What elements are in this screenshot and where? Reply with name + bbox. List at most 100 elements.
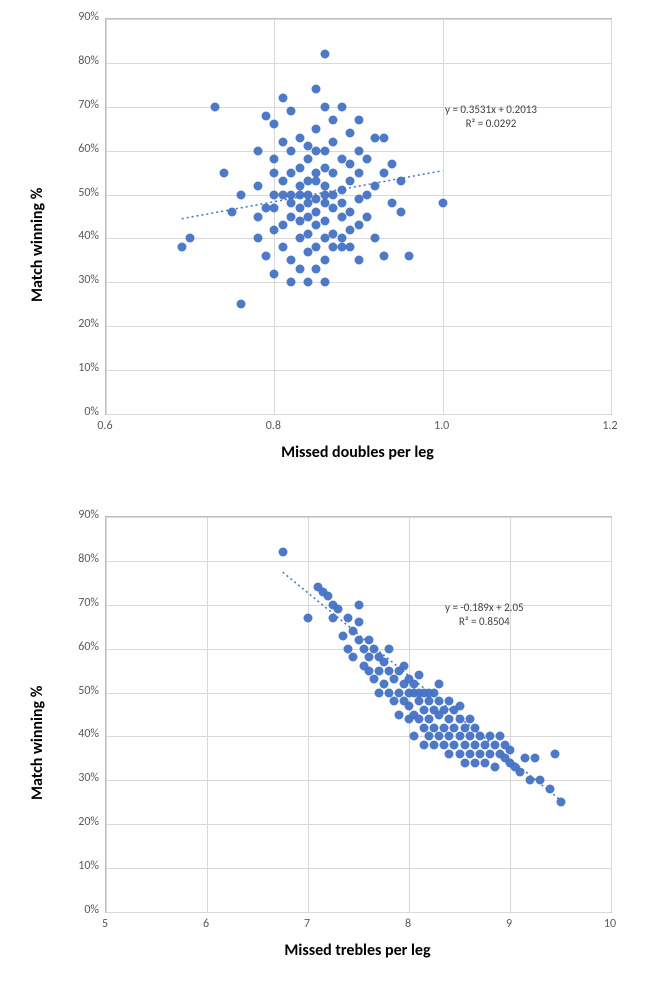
x-tick: 0.6 <box>85 419 125 433</box>
data-point <box>270 120 279 129</box>
data-point <box>354 618 363 627</box>
y-tick: 80% <box>59 54 99 68</box>
data-point <box>450 741 459 750</box>
data-point <box>455 732 464 741</box>
trendline <box>106 19 611 414</box>
data-point <box>349 653 358 662</box>
data-point <box>460 741 469 750</box>
data-point <box>445 732 454 741</box>
data-point <box>399 662 408 671</box>
data-point <box>312 243 321 252</box>
data-point <box>346 159 355 168</box>
data-point <box>320 102 329 111</box>
gridline-h <box>106 912 611 913</box>
data-point <box>470 741 479 750</box>
data-point <box>371 234 380 243</box>
data-point <box>312 208 321 217</box>
y-tick: 80% <box>59 552 99 566</box>
data-point <box>410 732 419 741</box>
data-point <box>346 208 355 217</box>
y-tick: 50% <box>59 684 99 698</box>
chart-trebles: 0%10%20%30%40%50%60%70%80%90% 5678910 Ma… <box>0 498 664 996</box>
y-tick: 50% <box>59 186 99 200</box>
data-point <box>425 697 434 706</box>
data-point <box>410 679 419 688</box>
y-axis-label-doubles: Match winning % <box>28 188 47 302</box>
data-point <box>329 137 338 146</box>
data-point <box>253 212 262 221</box>
x-axis-label-trebles: Missed trebles per leg <box>105 941 610 960</box>
data-point <box>369 644 378 653</box>
data-point <box>329 168 338 177</box>
data-point <box>415 697 424 706</box>
data-point <box>490 763 499 772</box>
data-point <box>270 168 279 177</box>
data-point <box>320 181 329 190</box>
data-point <box>384 666 393 675</box>
data-point <box>379 657 388 666</box>
data-point <box>270 155 279 164</box>
data-point <box>211 102 220 111</box>
data-point <box>389 675 398 684</box>
x-tick: 7 <box>287 917 327 931</box>
x-tick: 6 <box>186 917 226 931</box>
data-point <box>430 723 439 732</box>
data-point <box>384 644 393 653</box>
y-tick: 90% <box>59 508 99 522</box>
data-point <box>420 741 429 750</box>
x-tick: 9 <box>489 917 529 931</box>
data-point <box>354 600 363 609</box>
data-point <box>320 50 329 59</box>
data-point <box>344 613 353 622</box>
data-point <box>495 732 504 741</box>
y-tick: 40% <box>59 727 99 741</box>
data-point <box>470 723 479 732</box>
data-point <box>374 688 383 697</box>
x-tick: 1.0 <box>422 419 462 433</box>
data-point <box>354 168 363 177</box>
data-point <box>278 221 287 230</box>
y-tick: 40% <box>59 229 99 243</box>
data-point <box>396 208 405 217</box>
data-point <box>320 278 329 287</box>
data-point <box>349 627 358 636</box>
data-point <box>374 666 383 675</box>
data-point <box>270 203 279 212</box>
data-point <box>371 181 380 190</box>
data-point <box>362 190 371 199</box>
data-point <box>440 741 449 750</box>
data-point <box>337 186 346 195</box>
y-tick: 90% <box>59 10 99 24</box>
data-point <box>364 653 373 662</box>
data-point <box>490 741 499 750</box>
data-point <box>287 256 296 265</box>
data-point <box>516 767 525 776</box>
gridline-h <box>106 414 611 415</box>
data-point <box>465 732 474 741</box>
data-point <box>531 754 540 763</box>
data-point <box>278 137 287 146</box>
data-point <box>228 208 237 217</box>
data-point <box>475 732 484 741</box>
data-point <box>379 252 388 261</box>
data-point <box>425 714 434 723</box>
data-point <box>445 750 454 759</box>
data-point <box>312 265 321 274</box>
data-point <box>435 697 444 706</box>
data-point <box>521 754 530 763</box>
y-axis-label-trebles: Match winning % <box>28 686 47 800</box>
data-point <box>354 256 363 265</box>
data-point <box>405 701 414 710</box>
y-tick: 10% <box>59 361 99 375</box>
equation-line1: y = 0.3531x + 0.2013 <box>445 103 537 117</box>
trendline <box>106 517 611 912</box>
data-point <box>460 723 469 732</box>
y-tick: 0% <box>59 903 99 917</box>
data-point <box>359 644 368 653</box>
data-point <box>339 631 348 640</box>
trendline-equation-trebles: y = -0.189x + 2.05 R² = 0.8504 <box>445 601 524 630</box>
data-point <box>526 776 535 785</box>
data-point <box>236 190 245 199</box>
data-point <box>470 758 479 767</box>
y-tick: 70% <box>59 98 99 112</box>
